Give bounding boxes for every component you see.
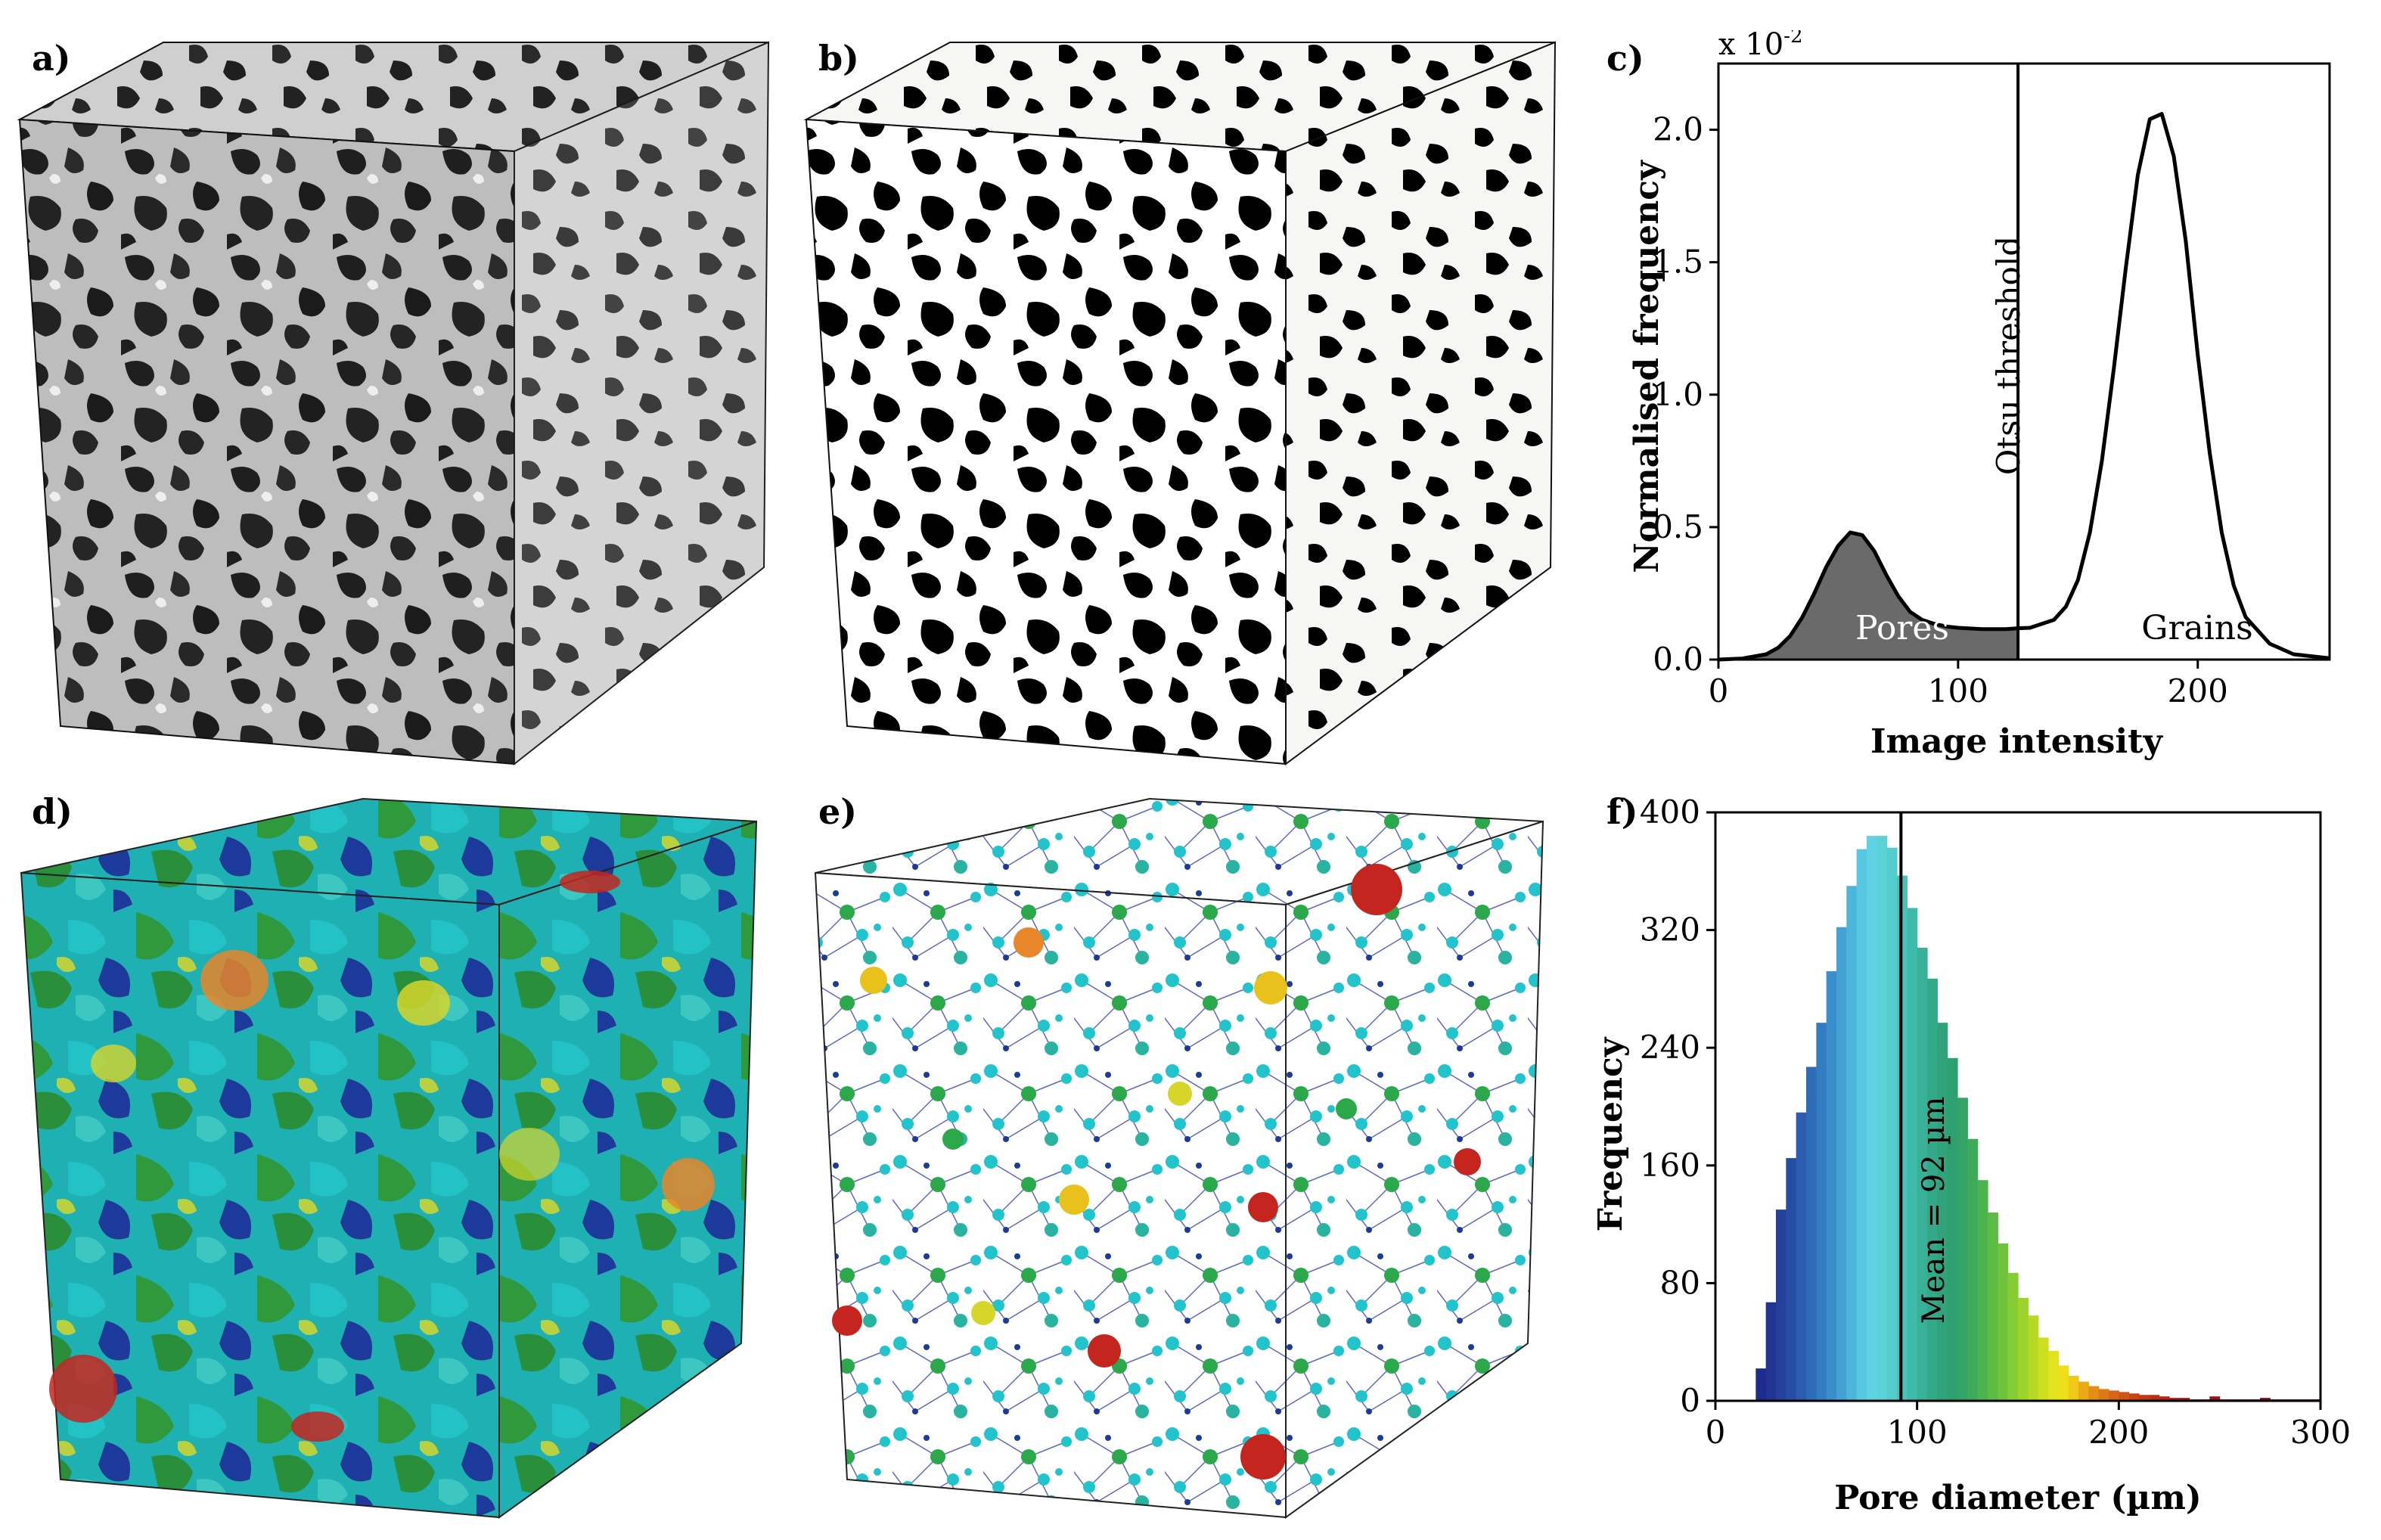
histogram-bar (2007, 1272, 2019, 1401)
histogram-bar (1998, 1243, 2009, 1401)
y-tick-label-f: 160 (1640, 1147, 1700, 1184)
histogram-bar (1917, 947, 1928, 1401)
histogram-bar (2209, 1396, 2221, 1401)
y-tick-label-f: 400 (1640, 793, 1700, 831)
histogram-bar (1826, 971, 1837, 1401)
panel-label-b: b) (818, 38, 859, 79)
x-tick-label-f: 200 (2088, 1414, 2149, 1451)
histogram-bar (1816, 1023, 1827, 1401)
histogram-bar (2109, 1390, 2119, 1401)
intensity-histogram-chart: 0 100 200 0.0 0.5 1.0 1.5 2.0 x 10-2 Image inte… (1628, 30, 2331, 761)
histogram-bar (1867, 836, 1877, 1401)
x-tick-label-f: 300 (2290, 1414, 2351, 1451)
histogram-bar (1877, 836, 1888, 1401)
x-axis-label-f: Pore diameter (µm) (1834, 1479, 2202, 1517)
histogram-bar (1907, 908, 1918, 1401)
histogram-bar (1927, 978, 1938, 1401)
histogram-bar (1755, 1368, 1767, 1401)
histogram-bar (1776, 1209, 1787, 1401)
plot-frame-f (1714, 811, 2322, 1402)
x-axis-label-c: Image intensity (1870, 722, 2164, 761)
ct-scan-cube-image (17, 41, 770, 766)
histogram-bar (2048, 1350, 2059, 1401)
histogram-bar (2128, 1393, 2140, 1401)
y-tick-label-c: 1.5 (1653, 244, 1703, 281)
y-tick-label-c: 0.0 (1653, 641, 1703, 678)
histogram-bar (2068, 1375, 2079, 1401)
histogram-bar (1846, 886, 1858, 1401)
histogram-bar (1856, 849, 1867, 1401)
histogram-bar (2179, 1398, 2190, 1401)
y-tick-label-f: 0 (1680, 1382, 1700, 1419)
histogram-bar (1806, 1067, 1817, 1401)
histogram-bar (2149, 1395, 2160, 1401)
y-axis-label-c: Normalised frequency (1628, 160, 1666, 573)
plot-frame-c (1717, 62, 2331, 661)
histogram-bar (2028, 1315, 2039, 1401)
panel-label-a: a) (32, 38, 71, 79)
binarized-cube-image (803, 41, 1557, 765)
histogram-bar (1957, 1098, 1968, 1401)
histogram-bar (1886, 847, 1898, 1401)
histogram-bar (1988, 1212, 1998, 1401)
histogram-bar (2139, 1395, 2150, 1401)
y-tick-label-c: 0.5 (1653, 508, 1703, 545)
histogram-bar (1937, 1023, 1948, 1401)
x-tick-label-f: 0 (1706, 1414, 1726, 1451)
y-axis-label-f: Frequency (1591, 1036, 1630, 1231)
histogram-bar (2038, 1337, 2049, 1401)
panel-label-f: f) (1606, 791, 1638, 832)
histogram-bar (1836, 927, 1847, 1401)
histogram-bar (1765, 1302, 1777, 1401)
histogram-bar (2098, 1389, 2109, 1401)
histogram-bar (2119, 1392, 2130, 1401)
y-tick-label-f: 240 (1640, 1029, 1700, 1066)
histogram-bar (2088, 1386, 2100, 1401)
panel-label-d: d) (32, 791, 73, 832)
y-tick-label-c: 2.0 (1653, 111, 1703, 148)
histogram-bar (2260, 1398, 2271, 1401)
pore-diameter-histogram-chart: 0 100 200 300 0 80 160 240 320 400 Pore diameter … (1591, 793, 2351, 1517)
histogram-bar (1796, 1112, 1807, 1401)
histogram-bar (2159, 1396, 2170, 1401)
panel-label-c: c) (1606, 38, 1644, 79)
y-tick-label-c: 1.0 (1653, 376, 1703, 413)
histogram-bar (1977, 1180, 1988, 1401)
pores-region-label: Pores (1855, 609, 1949, 647)
histogram-bar (1947, 1057, 1958, 1401)
segmented-pore-cube-image (20, 797, 758, 1519)
y-tick-label-f: 320 (1640, 911, 1700, 949)
pores-area (1718, 532, 2019, 660)
otsu-threshold-label: Otsu threshold (1990, 236, 2027, 475)
y-tick-label-f: 80 (1660, 1264, 1700, 1301)
pore-network-cube-image (814, 797, 1544, 1519)
histogram-bar (1967, 1138, 1979, 1401)
histogram-bar (2018, 1297, 2029, 1401)
x-tick-label-f: 100 (1887, 1414, 1948, 1451)
grains-region-label: Grains (2141, 609, 2252, 647)
panel-label-e: e) (818, 791, 858, 832)
x-tick-label-c: 100 (1928, 672, 1988, 709)
histogram-bar (2058, 1365, 2069, 1401)
scale-note-c: x 10-2 (1718, 30, 1803, 62)
mean-line-label: Mean = 92 µm (1917, 1097, 1951, 1324)
histogram-bar (2169, 1398, 2180, 1401)
histogram-bar (1786, 1158, 1797, 1401)
x-tick-label-c: 0 (1709, 672, 1729, 709)
histogram-bar (2078, 1381, 2089, 1401)
x-tick-label-c: 200 (2168, 672, 2228, 709)
